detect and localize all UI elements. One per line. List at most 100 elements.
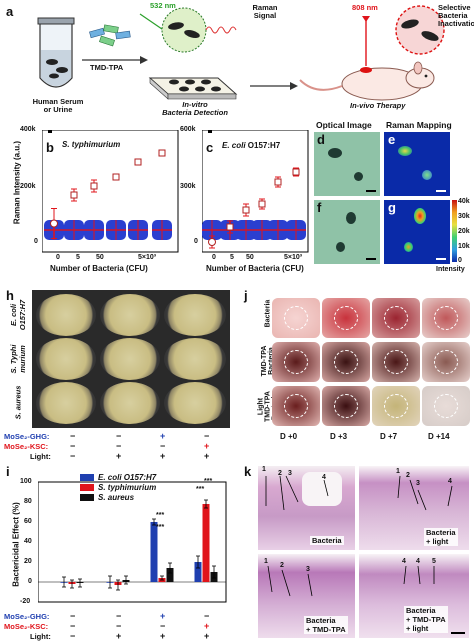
h-ghg-0: − bbox=[70, 431, 76, 441]
k-caption-2: Bacteria + TMD-TPA bbox=[304, 616, 348, 634]
i-light-3: + bbox=[204, 631, 210, 641]
magnified-bacteria-icon bbox=[161, 7, 207, 53]
data-point bbox=[292, 168, 300, 176]
c-xtick-3: 5×10³ bbox=[284, 254, 303, 261]
optical-title: Optical Image bbox=[316, 120, 372, 130]
raman-tile bbox=[106, 220, 126, 240]
raman-tile bbox=[202, 220, 222, 240]
i-ytick-3: 40 bbox=[24, 538, 32, 545]
i-ghg-3: − bbox=[204, 611, 210, 621]
wound-photo bbox=[372, 298, 420, 338]
k4-num-1: 4 bbox=[416, 558, 420, 565]
k-caption-0: Bacteria bbox=[310, 536, 344, 545]
i-light-2: + bbox=[160, 631, 166, 641]
legend-item-2: S. aureus bbox=[80, 492, 156, 502]
plates-photo bbox=[32, 290, 230, 428]
wound-photo bbox=[422, 298, 470, 338]
raman-tile-hotspot bbox=[277, 220, 279, 240]
in-vivo-label: In-vivo Therapy bbox=[350, 101, 406, 110]
c-data-points bbox=[208, 167, 300, 249]
b-ytick-2: 0 bbox=[34, 238, 38, 245]
image-e bbox=[384, 132, 450, 196]
wound-photo bbox=[322, 386, 370, 426]
panel-c-label: c bbox=[206, 140, 214, 155]
colorbar-tick-3: 10k bbox=[458, 243, 470, 250]
k3-num-0: 1 bbox=[264, 558, 268, 565]
in-vitro-label: In-vitro Bacteria Detection bbox=[162, 100, 228, 117]
c-xtick-1: 5 bbox=[230, 254, 234, 261]
k1-num-1: 2 bbox=[278, 470, 282, 477]
colorbar-tick-2: 20k bbox=[458, 228, 470, 235]
h-row-label-2: S. aureus bbox=[13, 385, 23, 420]
k3-num-2: 3 bbox=[306, 566, 310, 573]
i-ksc-2: − bbox=[160, 621, 166, 631]
wound-photo bbox=[422, 342, 470, 382]
k2-num-3: 4 bbox=[448, 478, 452, 485]
plot-i bbox=[38, 481, 227, 603]
wound-photo bbox=[322, 342, 370, 382]
plot-c bbox=[202, 130, 309, 253]
raman-signal-icon bbox=[205, 26, 237, 34]
h-row-label-0: E. coli O157:H7 bbox=[9, 299, 27, 331]
raman-tile-hotspot bbox=[73, 220, 75, 240]
bar bbox=[150, 522, 158, 582]
raman-signal-label: Raman Signal bbox=[252, 3, 278, 20]
panel-f-label: f bbox=[317, 200, 322, 215]
sig-mark-4: *** bbox=[204, 478, 213, 485]
k2-num-1: 2 bbox=[406, 472, 410, 479]
test-tube-icon bbox=[37, 17, 75, 88]
wound-photo bbox=[272, 342, 320, 382]
b-species: S. typhimurium bbox=[62, 140, 121, 149]
panel-a-label: a bbox=[6, 4, 14, 19]
colorbar-tick-4: 0 bbox=[458, 257, 462, 264]
b-xtick-0: 0 bbox=[56, 254, 60, 261]
data-point bbox=[208, 238, 216, 246]
c-raman-tiles bbox=[202, 220, 306, 240]
image-g bbox=[384, 200, 450, 264]
i-ytick-5: 0 bbox=[28, 578, 32, 585]
data-point bbox=[158, 149, 166, 157]
c-ytick-0: 600k bbox=[180, 126, 196, 133]
b-xtick-1: 5 bbox=[76, 254, 80, 261]
h-ghg-2: + bbox=[160, 431, 166, 441]
raman-tile-hotspot bbox=[261, 220, 263, 240]
i-ksc-3: + bbox=[204, 621, 210, 631]
raman-tile-hotspot bbox=[93, 220, 95, 240]
wound-photo bbox=[272, 386, 320, 426]
tmd-tpa-label: TMD-TPA bbox=[90, 63, 124, 72]
b-xtick-2: 50 bbox=[96, 254, 104, 261]
detection-chip-icon bbox=[148, 77, 238, 100]
i-ksc-0: − bbox=[70, 621, 76, 631]
k4-num-2: 5 bbox=[432, 558, 436, 565]
laser-532-label: 532 nm bbox=[150, 1, 176, 10]
bar bbox=[194, 562, 202, 582]
b-xlabel: Number of Bacteria (CFU) bbox=[50, 264, 148, 273]
h-ksc-0: − bbox=[70, 441, 76, 451]
h-light-2: + bbox=[160, 451, 166, 461]
colorbar-label: Intensity bbox=[436, 266, 465, 273]
h-ghg-1: − bbox=[116, 431, 122, 441]
i-bars bbox=[60, 499, 218, 591]
schematic-illustration bbox=[37, 5, 445, 101]
data-point bbox=[50, 219, 58, 228]
h-light-0: − bbox=[70, 451, 76, 461]
selective-inactivation-label: Selective Bacteria Inactivation bbox=[438, 3, 474, 28]
i-legend: E. coli O157:H7 S. typhimurium S. aureus bbox=[80, 472, 156, 502]
h-ksc-1: − bbox=[116, 441, 122, 451]
i-ghg-0: − bbox=[70, 611, 76, 621]
j-day-3: D +14 bbox=[428, 432, 450, 441]
i-ytick-6: -20 bbox=[20, 598, 31, 605]
plot-b bbox=[42, 130, 179, 253]
h-ksc-2: − bbox=[160, 441, 166, 451]
inactivation-circle-icon bbox=[395, 5, 445, 55]
i-light-0: − bbox=[70, 631, 76, 641]
raman-tile-hotspot bbox=[137, 220, 139, 240]
b-xtick-3: 5×10³ bbox=[138, 254, 157, 261]
data-point bbox=[134, 158, 142, 166]
i-ytick-2: 60 bbox=[24, 518, 32, 525]
raman-tile bbox=[268, 220, 288, 240]
raman-tile bbox=[84, 220, 104, 240]
h-cond-light: Light: bbox=[30, 452, 51, 461]
laser-808-label: 808 nm bbox=[352, 3, 378, 12]
k-caption-3: Bacteria + TMD-TPA + light bbox=[404, 606, 448, 633]
